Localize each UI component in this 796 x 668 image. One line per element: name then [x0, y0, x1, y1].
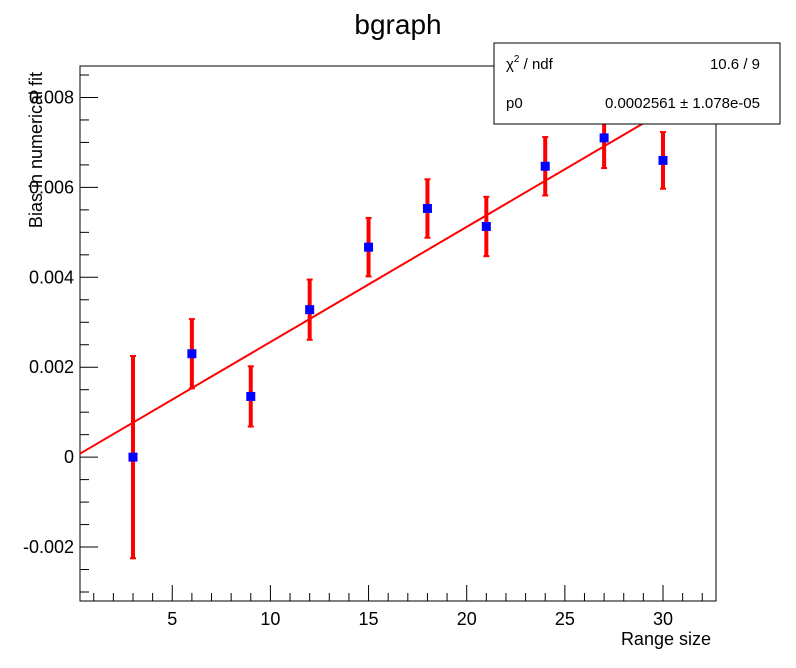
stats-box-frame	[493, 42, 781, 125]
x-tick-label: 30	[653, 609, 673, 629]
stats-chi2-sup: 2	[514, 54, 520, 65]
stats-chi2-label: χ2 / ndf	[506, 54, 554, 73]
stats-chi2-value: 10.6 / 9	[710, 56, 760, 73]
x-axis-label: Range size	[621, 629, 711, 649]
x-tick-label: 5	[167, 609, 177, 629]
x-tick-label: 20	[457, 609, 477, 629]
x-tick-label: 25	[555, 609, 575, 629]
chart-title: bgraph	[354, 9, 441, 40]
stats-chi2-symbol: χ	[506, 56, 514, 73]
y-tick-label: -0.002	[23, 537, 74, 557]
axis-ticks	[80, 74, 703, 601]
data-point	[422, 204, 432, 214]
x-tick-label: 15	[359, 609, 379, 629]
data-point	[305, 305, 315, 315]
y-tick-label: 0	[64, 447, 74, 467]
data-point	[540, 161, 550, 171]
stats-p0-label: p0	[506, 95, 523, 112]
fit-layer	[79, 79, 717, 455]
y-tick-label: 0.008	[29, 87, 74, 107]
data-point	[599, 133, 609, 143]
stats-p0-value: 0.0002561 ± 1.078e-05	[605, 95, 760, 112]
data-point	[658, 155, 668, 165]
axis-tick-labels: 5 10 15 20 25 30 -0.002 0 0.002 0.004 0.006 0.008	[23, 87, 673, 629]
stats-chi2-suffix: / ndf	[519, 56, 553, 73]
data-point	[481, 222, 491, 231]
stats-box: χ2 / ndf 10.6 / 9 p0 0.0002561 ± 1.078e-…	[493, 42, 781, 125]
fit-line	[79, 79, 717, 455]
plot-frame	[79, 65, 717, 602]
y-axis-label: Bias in numerical fit	[26, 72, 46, 228]
x-tick-label: 10	[260, 609, 280, 629]
data-point	[246, 391, 256, 401]
data-point	[187, 349, 197, 359]
y-tick-label: 0.006	[29, 177, 74, 197]
point-layer	[128, 133, 668, 462]
data-point	[128, 452, 138, 462]
y-tick-label: 0.002	[29, 357, 74, 377]
y-tick-label: 0.004	[29, 267, 74, 287]
data-point	[364, 242, 374, 252]
